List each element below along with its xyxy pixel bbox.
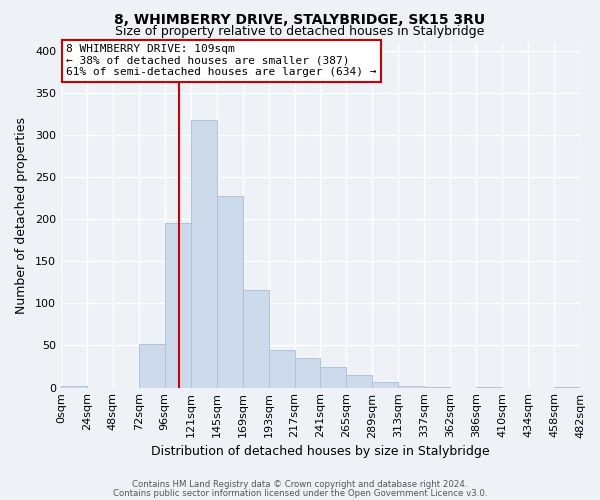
Bar	[373, 382, 398, 388]
Text: 8, WHIMBERRY DRIVE, STALYBRIDGE, SK15 3RU: 8, WHIMBERRY DRIVE, STALYBRIDGE, SK15 3R…	[115, 12, 485, 26]
Text: Size of property relative to detached houses in Stalybridge: Size of property relative to detached ho…	[115, 25, 485, 38]
Bar	[61, 386, 87, 388]
Bar	[320, 366, 346, 388]
Bar	[165, 224, 191, 388]
Text: 8 WHIMBERRY DRIVE: 109sqm
← 38% of detached houses are smaller (387)
61% of semi: 8 WHIMBERRY DRIVE: 109sqm ← 38% of detac…	[66, 44, 377, 78]
Text: Contains HM Land Registry data © Crown copyright and database right 2024.: Contains HM Land Registry data © Crown c…	[132, 480, 468, 489]
Bar	[554, 386, 580, 388]
X-axis label: Distribution of detached houses by size in Stalybridge: Distribution of detached houses by size …	[151, 444, 490, 458]
Bar	[346, 375, 373, 388]
Bar	[398, 386, 424, 388]
Bar	[295, 358, 320, 388]
Bar	[217, 196, 242, 388]
Bar	[269, 350, 295, 388]
Bar	[242, 290, 269, 388]
Bar	[139, 344, 165, 388]
Bar	[424, 386, 450, 388]
Bar	[476, 386, 502, 388]
Text: Contains public sector information licensed under the Open Government Licence v3: Contains public sector information licen…	[113, 488, 487, 498]
Bar	[191, 120, 217, 388]
Y-axis label: Number of detached properties: Number of detached properties	[15, 116, 28, 314]
